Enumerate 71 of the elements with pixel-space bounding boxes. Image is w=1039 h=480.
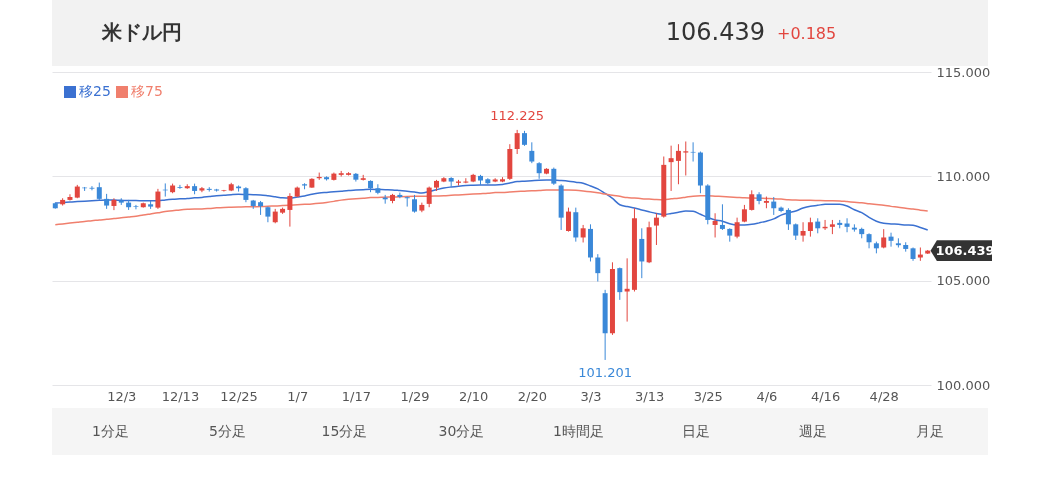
candlestick bbox=[155, 188, 161, 210]
candlestick bbox=[67, 193, 73, 202]
legend-label: 移25 bbox=[79, 83, 111, 99]
candlestick bbox=[785, 207, 791, 231]
x-tick-label: 2/10 bbox=[459, 388, 489, 404]
x-tick-label: 12/3 bbox=[107, 388, 137, 404]
candlestick bbox=[888, 232, 894, 248]
text: 1時間足 bbox=[553, 423, 604, 439]
candlestick bbox=[221, 189, 227, 193]
candlestick bbox=[881, 228, 887, 249]
text: 30分足 bbox=[438, 423, 485, 439]
candlestick bbox=[639, 227, 645, 279]
candlestick bbox=[624, 257, 630, 323]
x-tick-label: 12/13 bbox=[161, 388, 200, 404]
candlestick bbox=[866, 232, 872, 249]
candlestick bbox=[844, 217, 850, 233]
text: +0.185 bbox=[777, 24, 837, 43]
text: 106.439 bbox=[935, 242, 995, 258]
x-tick-label: 3/13 bbox=[635, 388, 665, 404]
x-tick-label: 12/25 bbox=[220, 388, 258, 404]
candlestick bbox=[734, 217, 740, 239]
x-tick-label: 4/16 bbox=[810, 388, 841, 404]
candlestick bbox=[690, 141, 696, 163]
candlestick bbox=[133, 204, 139, 210]
y-tick-label: 105.000 bbox=[936, 273, 991, 289]
candlestick bbox=[800, 221, 806, 243]
candlestick bbox=[807, 217, 813, 238]
candlestick bbox=[206, 186, 212, 193]
text: 15分足 bbox=[321, 423, 368, 439]
text: 1分足 bbox=[92, 423, 129, 439]
x-tick-label: 3/25 bbox=[693, 388, 723, 404]
line-series bbox=[54, 189, 929, 226]
x-tick-label: 1/7 bbox=[287, 388, 309, 404]
y-tick-label: 115.000 bbox=[936, 64, 991, 80]
annotation: 112.225 bbox=[490, 107, 545, 123]
text: 月足 bbox=[915, 423, 944, 439]
text: 5分足 bbox=[209, 423, 246, 439]
candlestick bbox=[675, 143, 681, 185]
candlestick bbox=[668, 145, 674, 192]
candlestick bbox=[397, 192, 403, 199]
candlestick bbox=[177, 184, 183, 190]
chart-title: 米ドル円 bbox=[101, 20, 182, 44]
candlestick bbox=[712, 212, 718, 238]
x-tick-label: 4/28 bbox=[869, 388, 899, 404]
x-tick-label: 3/3 bbox=[580, 388, 602, 404]
candlestick bbox=[653, 212, 659, 246]
candlestick bbox=[89, 185, 95, 191]
candlestick bbox=[749, 189, 755, 212]
x-tick-label: 1/17 bbox=[341, 388, 371, 404]
x-tick-label: 4/6 bbox=[756, 388, 778, 404]
y-tick-label: 110.000 bbox=[936, 168, 991, 184]
candlestick bbox=[719, 203, 725, 231]
candlestick bbox=[375, 183, 381, 195]
text: 週足 bbox=[798, 423, 827, 439]
y-tick-label: 100.000 bbox=[936, 377, 991, 393]
x-tick-label: 2/20 bbox=[517, 388, 547, 404]
candlestick bbox=[514, 129, 520, 155]
candlestick bbox=[617, 267, 623, 301]
candlestick bbox=[287, 192, 293, 228]
text: 106.439 bbox=[665, 18, 765, 46]
candlestick bbox=[111, 197, 117, 211]
candlestick bbox=[565, 207, 571, 233]
annotation: 101.201 bbox=[578, 364, 633, 380]
candlestick bbox=[426, 186, 432, 208]
candlestick bbox=[595, 253, 601, 282]
x-tick-label: 1/29 bbox=[400, 388, 430, 404]
candlestick bbox=[404, 196, 410, 208]
legend-label: 移75 bbox=[131, 83, 163, 99]
candlestick bbox=[529, 141, 535, 164]
candlestick bbox=[683, 140, 689, 176]
text: 日足 bbox=[681, 423, 710, 439]
